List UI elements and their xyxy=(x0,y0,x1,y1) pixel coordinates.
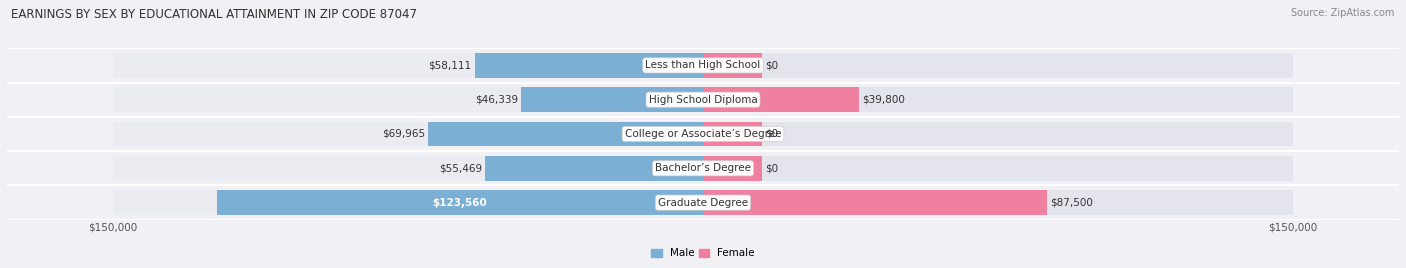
Text: Less than High School: Less than High School xyxy=(645,60,761,70)
Text: $123,560: $123,560 xyxy=(433,198,488,208)
Bar xyxy=(114,122,703,146)
Text: Graduate Degree: Graduate Degree xyxy=(658,198,748,208)
Bar xyxy=(217,190,703,215)
Text: $46,339: $46,339 xyxy=(475,95,517,105)
Bar xyxy=(703,122,1292,146)
Text: $0: $0 xyxy=(765,129,778,139)
Text: $69,965: $69,965 xyxy=(382,129,425,139)
Bar xyxy=(703,53,762,78)
Bar xyxy=(485,156,703,181)
Bar xyxy=(703,156,762,181)
Text: $55,469: $55,469 xyxy=(439,163,482,173)
Bar xyxy=(703,87,859,112)
Bar xyxy=(520,87,703,112)
Bar xyxy=(703,122,762,146)
Bar xyxy=(703,156,1292,181)
Text: College or Associate’s Degree: College or Associate’s Degree xyxy=(624,129,782,139)
Text: EARNINGS BY SEX BY EDUCATIONAL ATTAINMENT IN ZIP CODE 87047: EARNINGS BY SEX BY EDUCATIONAL ATTAINMEN… xyxy=(11,8,418,21)
Text: $58,111: $58,111 xyxy=(429,60,471,70)
Text: $39,800: $39,800 xyxy=(862,95,905,105)
Bar xyxy=(114,190,703,215)
Text: Source: ZipAtlas.com: Source: ZipAtlas.com xyxy=(1291,8,1395,18)
Bar xyxy=(703,190,1292,215)
Text: $0: $0 xyxy=(765,60,778,70)
Bar xyxy=(114,156,703,181)
Bar xyxy=(427,122,703,146)
Bar xyxy=(114,87,703,112)
Legend: Male, Female: Male, Female xyxy=(647,244,759,263)
Bar xyxy=(703,87,1292,112)
Bar xyxy=(703,190,1047,215)
Bar xyxy=(474,53,703,78)
Text: $87,500: $87,500 xyxy=(1050,198,1092,208)
Text: High School Diploma: High School Diploma xyxy=(648,95,758,105)
Text: Bachelor’s Degree: Bachelor’s Degree xyxy=(655,163,751,173)
Bar xyxy=(703,53,1292,78)
Bar xyxy=(114,53,703,78)
Text: $0: $0 xyxy=(765,163,778,173)
